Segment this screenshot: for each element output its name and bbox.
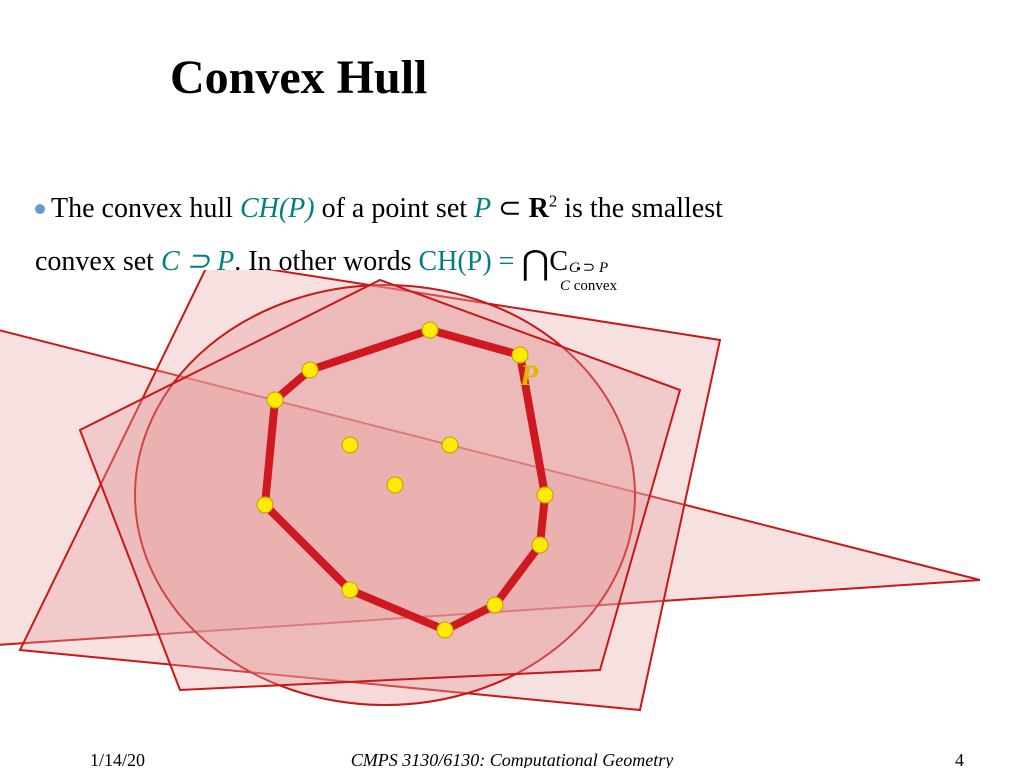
t3: is the smallest <box>557 193 723 224</box>
t-p: P <box>474 193 491 224</box>
bullet-icon <box>35 204 45 214</box>
slide-title: Convex Hull <box>170 50 427 105</box>
t-2: 2 <box>549 192 557 211</box>
t1: The convex hull <box>51 193 240 224</box>
footer-page: 4 <box>955 750 964 768</box>
convex-hull-diagram: P <box>0 270 1024 740</box>
svg-text:P: P <box>519 359 539 392</box>
footer-course: CMPS 3130/6130: Computational Geometry <box>0 750 1024 768</box>
t2: of a point set <box>315 193 474 224</box>
t-r: R <box>529 193 549 224</box>
t-chp: CH(P) <box>240 193 315 224</box>
t-subset: ⊂ <box>491 193 528 224</box>
